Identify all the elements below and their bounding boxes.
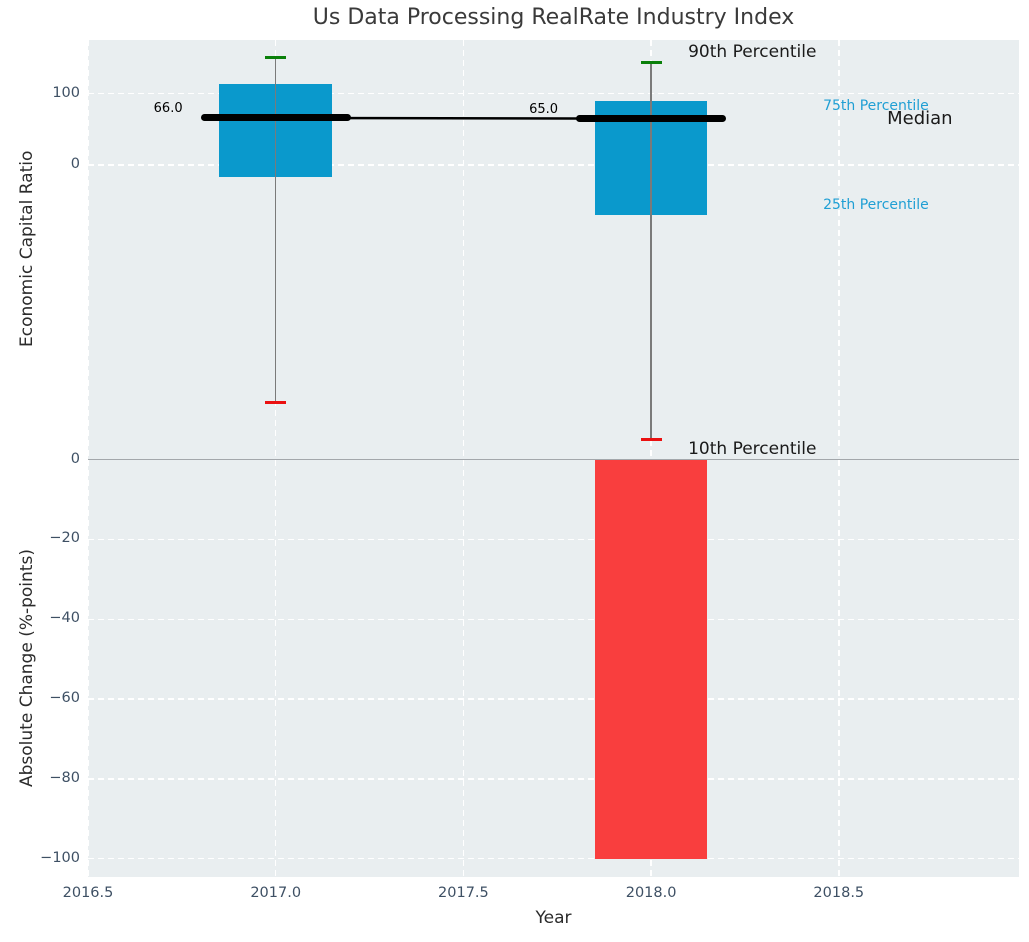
- y-gridline: [88, 164, 1019, 166]
- y-gridline: [88, 618, 1019, 621]
- y-tick-label: −20: [49, 530, 80, 547]
- x-tick-label: 2017.0: [250, 885, 302, 901]
- whisker-2017: [275, 57, 277, 403]
- chart-title: Us Data Processing RealRate Industry Ind…: [312, 5, 795, 30]
- x-axis-label-year: Year: [535, 908, 572, 928]
- y-gridline: [88, 698, 1019, 700]
- y-tick-label: 100: [52, 84, 80, 101]
- y-tick-label: 0: [70, 156, 80, 173]
- y-tick-label: −60: [49, 690, 80, 707]
- change-bar-2018: [594, 459, 708, 859]
- x-gridline: [462, 40, 465, 877]
- zero-line: [88, 458, 1019, 461]
- cap-90th-2018: [640, 60, 662, 64]
- plot-background: [88, 40, 1019, 877]
- annotation-75th-percentile: 75th Percentile: [823, 98, 929, 115]
- annotation-25th-percentile: 25th Percentile: [823, 196, 929, 213]
- y-gridline: [88, 778, 1019, 780]
- x-tick-label: 2016.5: [62, 885, 114, 901]
- x-gridline: [650, 40, 652, 877]
- y-tick-label: −80: [49, 769, 80, 786]
- y-gridline: [88, 92, 1019, 95]
- x-tick-label: 2018.5: [813, 885, 865, 901]
- y-tick-label: 0: [70, 450, 80, 467]
- x-gridline: [838, 40, 840, 877]
- whisker-2018: [650, 62, 652, 440]
- annotation-median: Median: [887, 107, 953, 129]
- median-line-2017: [200, 114, 351, 122]
- x-gridline: [87, 40, 89, 877]
- cap-90th-2017: [265, 55, 287, 59]
- median-value-label-2017: 66.0: [153, 100, 183, 116]
- x-gridline: [274, 40, 277, 877]
- y-tick-label: −40: [49, 610, 80, 627]
- median-line-2018: [576, 115, 727, 123]
- cap-10th-2018: [640, 438, 662, 442]
- y-tick-label: −100: [40, 849, 80, 866]
- median-value-label-2018: 65.0: [529, 101, 559, 117]
- annotation-10th-percentile: 10th Percentile: [688, 439, 817, 460]
- x-tick-label: 2018.0: [625, 885, 677, 901]
- x-tick-label: 2017.5: [438, 885, 489, 901]
- y-gridline: [88, 538, 1019, 541]
- y-gridline: [88, 857, 1019, 860]
- cap-10th-2017: [265, 401, 287, 405]
- annotation-90th-percentile: 90th Percentile: [688, 41, 817, 62]
